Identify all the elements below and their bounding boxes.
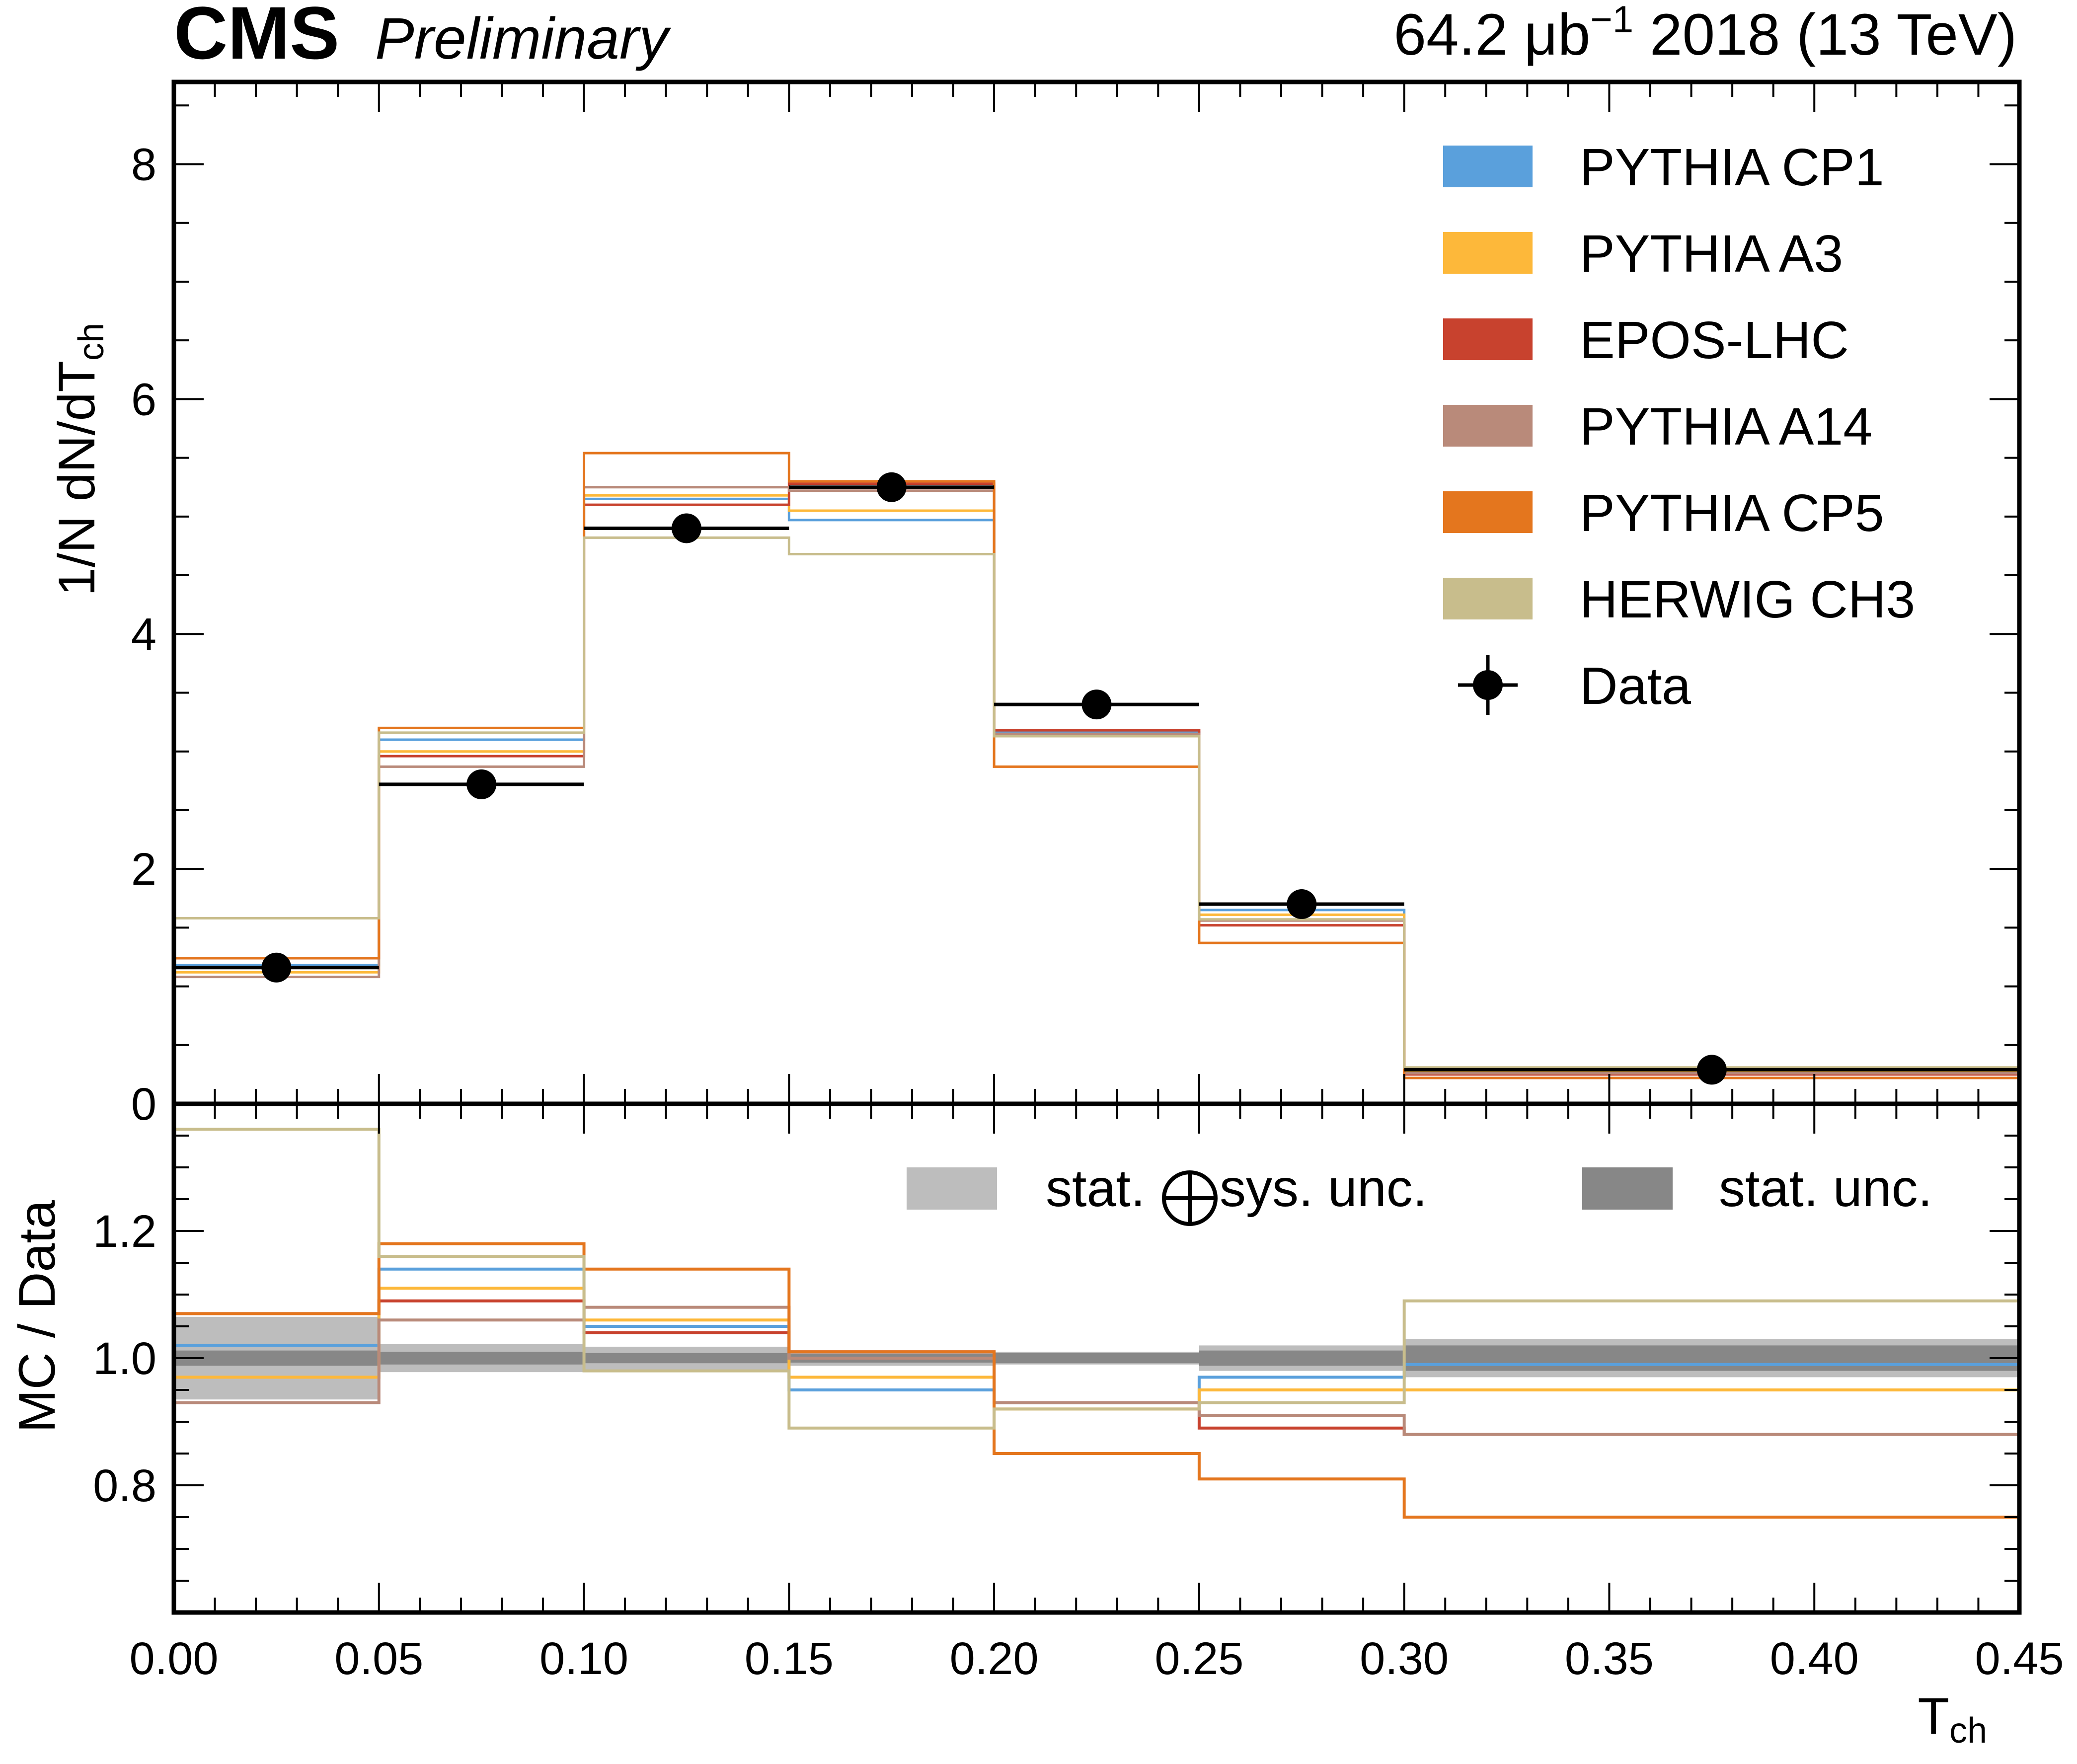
stat-band-bin <box>994 1353 1199 1364</box>
x-tick-label: 0.30 <box>1360 1633 1449 1684</box>
cms-label: CMS <box>174 0 339 75</box>
legend-swatch-stat-sys <box>907 1167 997 1210</box>
legend-swatch-ch3 <box>1443 578 1533 619</box>
x-tick-label: 0.40 <box>1770 1633 1859 1684</box>
legend-swatch-a3 <box>1443 232 1533 274</box>
ratio-panel-series <box>174 1128 2019 1519</box>
legend-swatch-cp5 <box>1443 491 1533 533</box>
legend-label-cp1: PYTHIA CP1 <box>1580 138 1884 197</box>
x-tick-label: 0.15 <box>745 1633 834 1684</box>
series-line-a3 <box>174 494 2019 1073</box>
top-y-tick-label: 4 <box>131 609 156 660</box>
legend-label-a3: PYTHIA A3 <box>1580 225 1843 283</box>
preliminary-label: Preliminary <box>375 6 671 72</box>
legend-data-marker <box>1473 670 1503 700</box>
stat-band-bin <box>174 1350 379 1366</box>
bottom-y-tick-label: 1.0 <box>93 1333 156 1384</box>
stat-band-bin <box>584 1353 789 1364</box>
x-axis-title: Tch <box>1918 1687 1987 1751</box>
bottom-y-axis-title: MC / Data <box>8 1200 66 1433</box>
tick-labels: 0.00 0.05 0.10 0.15 0.20 0.25 0.30 0.35 0.40 0.45… <box>93 140 2064 1684</box>
bottom-y-tick-label: 1.2 <box>93 1206 156 1257</box>
data-point <box>876 472 907 502</box>
top-y-tick-label: 8 <box>131 140 156 190</box>
x-tick-label: 0.45 <box>1975 1633 2064 1684</box>
legend-label-stat-sys: stat. <box>1046 1159 1145 1218</box>
series-line-ch3 <box>174 536 2019 1069</box>
top-y-tick-label: 6 <box>131 374 156 425</box>
stat-band-bin <box>379 1352 584 1365</box>
stat-band-bin <box>1199 1350 1404 1366</box>
legend-label-stat: stat. unc. <box>1719 1159 1932 1218</box>
legend-label-stat-sys-tail: sys. unc. <box>1220 1159 1427 1218</box>
top-y-tick-label: 0 <box>131 1079 156 1130</box>
legend-label-data: Data <box>1580 657 1691 715</box>
x-tick-label: 0.20 <box>950 1633 1039 1684</box>
band-legend: stat. sys. unc. stat. unc. <box>907 1159 1932 1226</box>
bottom-panel-frame <box>171 1101 2022 1615</box>
legend-label-a14: PYTHIA A14 <box>1580 397 1872 456</box>
data-point <box>1081 690 1112 720</box>
data-point <box>1287 889 1317 920</box>
bottom-y-tick-label: 0.8 <box>93 1460 156 1511</box>
x-tick-label: 0.00 <box>129 1633 218 1684</box>
legend-swatch-cp1 <box>1443 146 1533 187</box>
x-tick-label: 0.05 <box>334 1633 423 1684</box>
oplus-symbol <box>1162 1170 1218 1226</box>
top-y-tick-label: 2 <box>131 844 156 895</box>
data-point <box>671 513 701 543</box>
x-tick-label: 0.35 <box>1565 1633 1654 1684</box>
ratio-line-a14 <box>174 1305 2019 1436</box>
data-points <box>174 472 2019 1085</box>
data-point <box>466 769 497 799</box>
ratio-line-cp5 <box>174 1242 2019 1519</box>
x-tick-label: 0.25 <box>1154 1633 1243 1684</box>
x-tick-label: 0.10 <box>539 1633 628 1684</box>
legend-label-epos: EPOS-LHC <box>1580 311 1849 370</box>
series-line-cp1 <box>174 497 2019 1071</box>
top-y-axis-title: 1/N dN/dTch <box>48 323 111 596</box>
luminosity-label: 64.2 μb−1 2018 (13 TeV) <box>1393 0 2017 68</box>
legend-swatch-a14 <box>1443 405 1533 447</box>
legend-swatch-stat <box>1582 1167 1673 1210</box>
legend-label-cp5: PYTHIA CP5 <box>1580 484 1884 542</box>
data-point <box>1696 1055 1727 1085</box>
legend-swatch-epos <box>1443 318 1533 360</box>
legend: PYTHIA CP1 PYTHIA A3 EPOS-LHC PYTHIA A14 PYT… <box>1443 138 1915 715</box>
ratio-line-ch3 <box>174 1128 2019 1430</box>
data-point <box>261 952 292 983</box>
stat-band-bin <box>1404 1345 2019 1371</box>
legend-label-ch3: HERWIG CH3 <box>1580 570 1915 629</box>
ratio-line-cp1 <box>174 1267 2019 1404</box>
